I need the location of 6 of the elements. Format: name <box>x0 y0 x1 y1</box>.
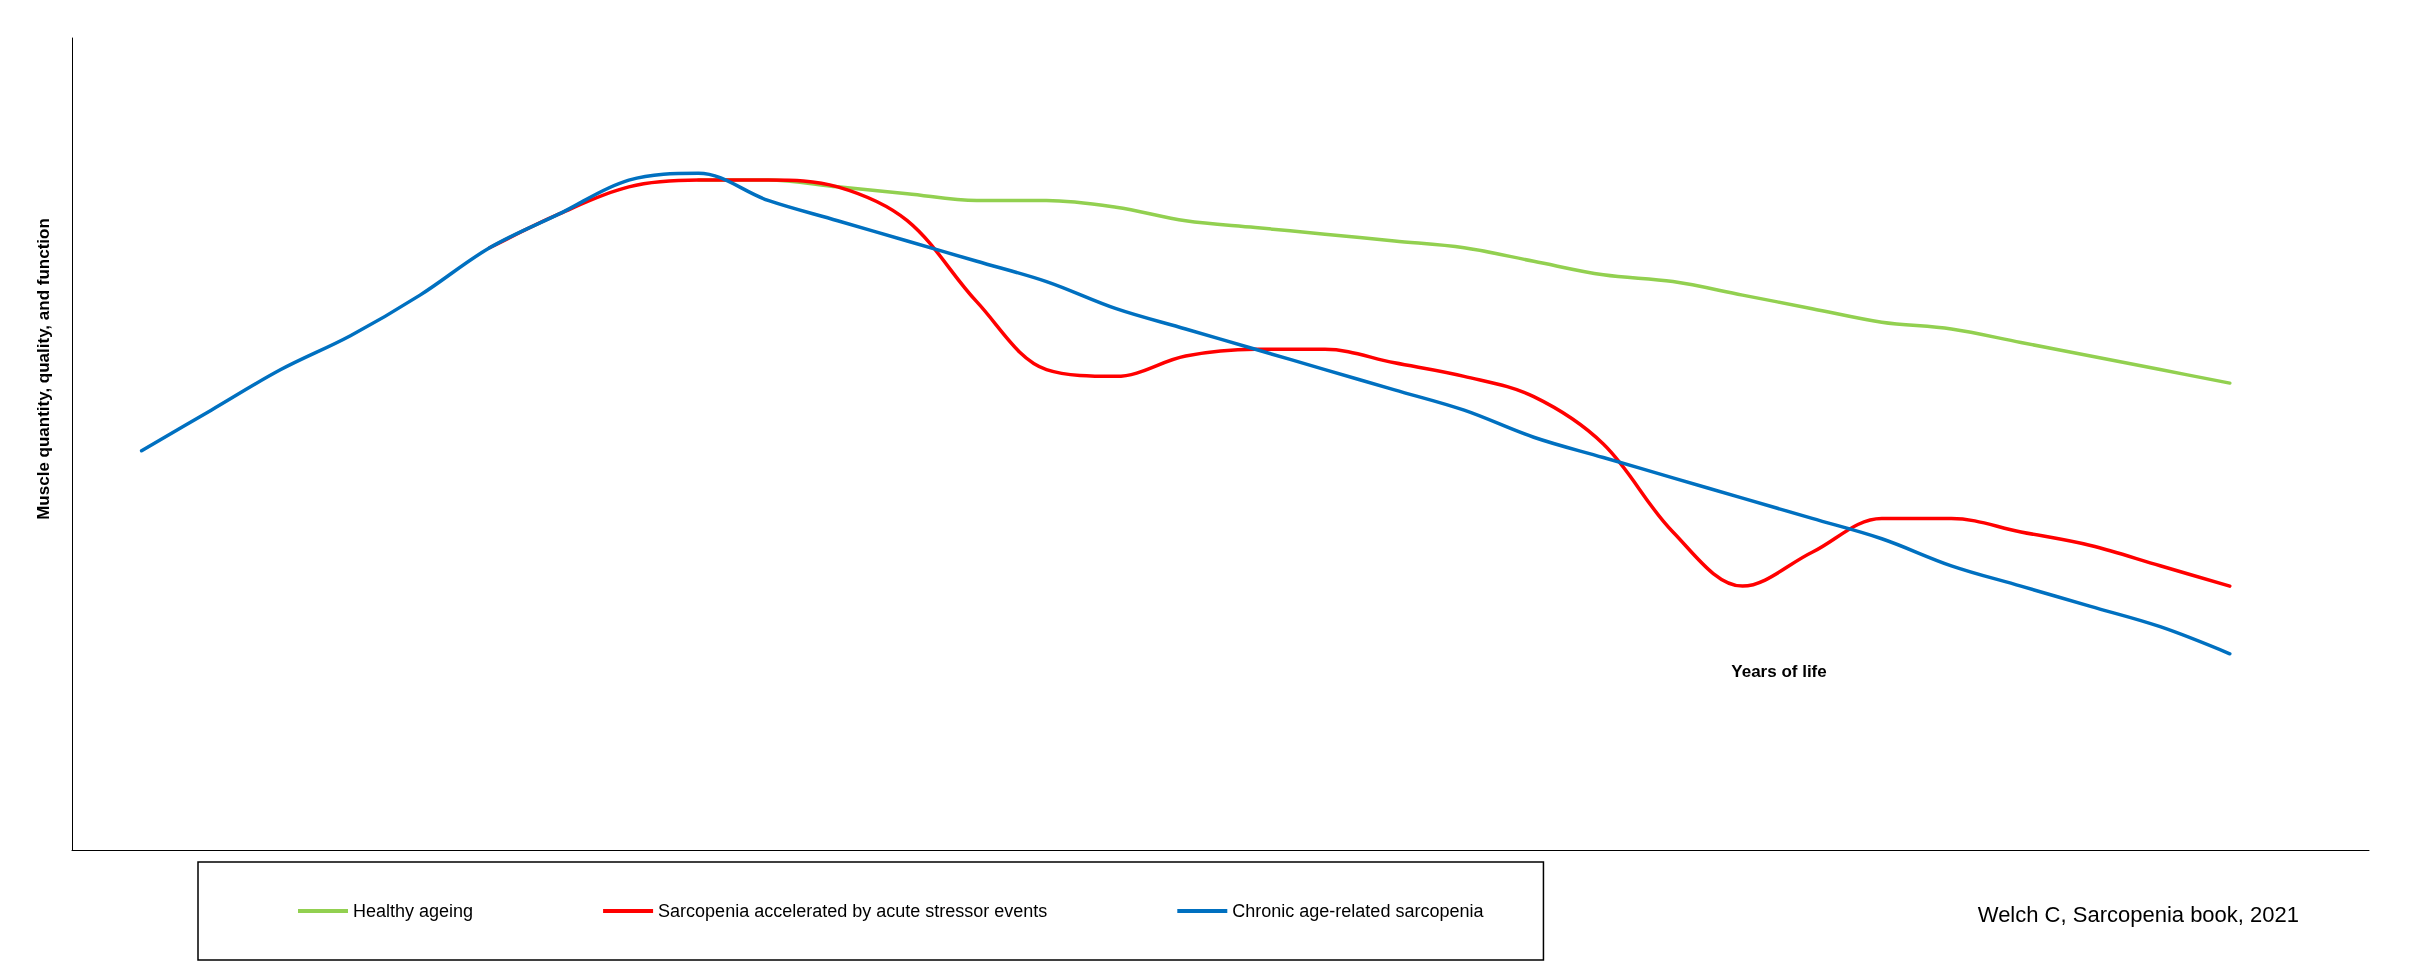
legend-label: Healthy ageing <box>353 901 474 921</box>
y-axis-title: Muscle quantity, quality, and function <box>34 218 53 520</box>
x-axis-title: Years of life <box>1731 662 1827 681</box>
legend-label: Sarcopenia accelerated by acute stressor events <box>658 901 1048 921</box>
text: Welch C, Sarcopenia book, 2021 <box>1977 901 2299 927</box>
legend-label: Chronic age-related sarcopenia <box>1232 901 1485 921</box>
